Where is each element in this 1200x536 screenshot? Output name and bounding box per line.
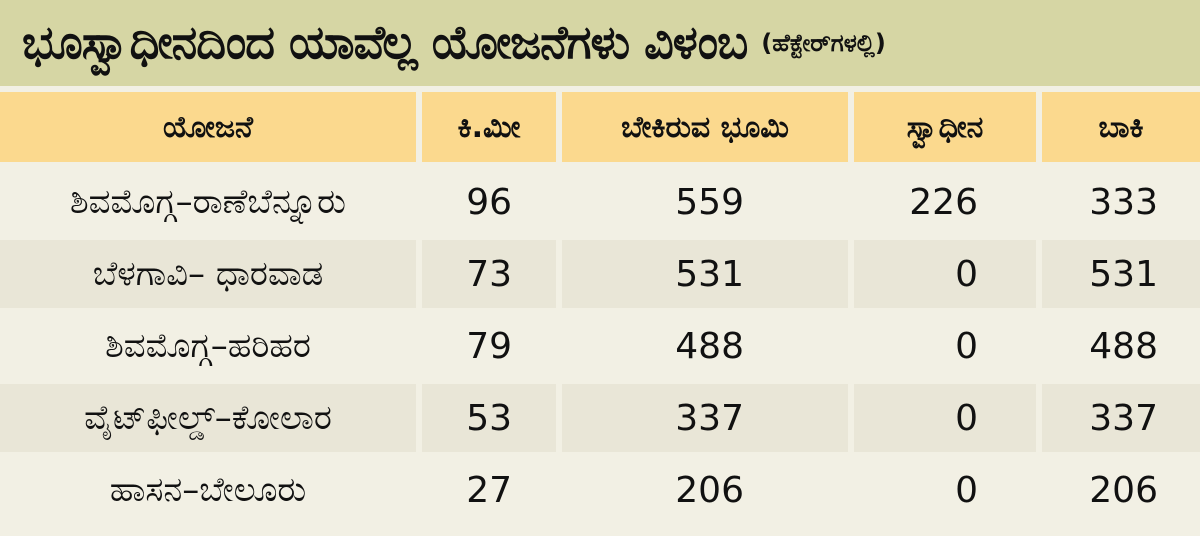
table-row: ಶಿವಮೊಗ್ಗ–ರಾಣೆಬೆನ್ನೂರು 96 559 226 333 <box>0 168 1200 236</box>
land-required-value: 531 <box>562 240 848 308</box>
acquired-value: 0 <box>854 384 1036 452</box>
table-row: ಬೆಳಗಾವಿ– ಧಾರವಾಡ 73 531 0 531 <box>0 240 1200 308</box>
land-required-value: 337 <box>562 384 848 452</box>
project-name: ಶಿವಮೊಗ್ಗ–ಹರಿಹರ <box>0 312 416 380</box>
project-name: ವೈಟ್‌ಫೀಲ್ಡ್–ಕೋಲಾರ <box>0 384 416 452</box>
table-header-row: ಯೋಜನೆ ಕಿ.ಮೀ ಬೇಕಿರುವ ಭೂಮಿ ಸ್ವಾಧೀನ ಬಾಕಿ <box>0 92 1200 162</box>
project-name: ಹಾಸನ–ಬೇಲೂರು <box>0 456 416 524</box>
unit-label: (ಹೆಕ್ಟೇರ್‌ಗಳಲ್ಲಿ) <box>761 29 886 57</box>
land-required-value: 206 <box>562 456 848 524</box>
table-row: ಹಾಸನ–ಬೇಲೂರು 27 206 0 206 <box>0 456 1200 524</box>
balance-value: 337 <box>1042 384 1200 452</box>
balance-value: 488 <box>1042 312 1200 380</box>
header-acquired: ಸ್ವಾಧೀನ <box>854 92 1036 162</box>
acquired-value: 0 <box>854 240 1036 308</box>
acquired-value: 0 <box>854 456 1036 524</box>
balance-value: 206 <box>1042 456 1200 524</box>
data-table: ಯೋಜನೆ ಕಿ.ಮೀ ಬೇಕಿರುವ ಭೂಮಿ ಸ್ವಾಧೀನ ಬಾಕಿ ಶಿ… <box>0 86 1200 536</box>
acquired-value: 0 <box>854 312 1036 380</box>
header-balance: ಬಾಕಿ <box>1042 92 1200 162</box>
balance-value: 531 <box>1042 240 1200 308</box>
land-required-value: 559 <box>562 168 848 236</box>
km-value: 27 <box>422 456 556 524</box>
title-bar: ಭೂಸ್ವಾಧೀನದಿಂದ ಯಾವೆಲ್ಲ ಯೋಜನೆಗಳು ವಿಳಂಬ (ಹೆ… <box>0 0 1200 86</box>
header-km: ಕಿ.ಮೀ <box>422 92 556 162</box>
km-value: 53 <box>422 384 556 452</box>
land-required-value: 488 <box>562 312 848 380</box>
header-project: ಯೋಜನೆ <box>0 92 416 162</box>
acquired-value: 226 <box>854 168 1036 236</box>
table-row: ಶಿವಮೊಗ್ಗ–ಹರಿಹರ 79 488 0 488 <box>0 312 1200 380</box>
km-value: 79 <box>422 312 556 380</box>
project-name: ಶಿವಮೊಗ್ಗ–ರಾಣೆಬೆನ್ನೂರು <box>0 168 416 236</box>
project-name: ಬೆಳಗಾವಿ– ಧಾರವಾಡ <box>0 240 416 308</box>
km-value: 96 <box>422 168 556 236</box>
table-row: ವೈಟ್‌ಫೀಲ್ಡ್–ಕೋಲಾರ 53 337 0 337 <box>0 384 1200 452</box>
page-title: ಭೂಸ್ವಾಧೀನದಿಂದ ಯಾವೆಲ್ಲ ಯೋಜನೆಗಳು ವಿಳಂಬ <box>22 15 748 69</box>
header-land-required: ಬೇಕಿರುವ ಭೂಮಿ <box>562 92 848 162</box>
km-value: 73 <box>422 240 556 308</box>
balance-value: 333 <box>1042 168 1200 236</box>
